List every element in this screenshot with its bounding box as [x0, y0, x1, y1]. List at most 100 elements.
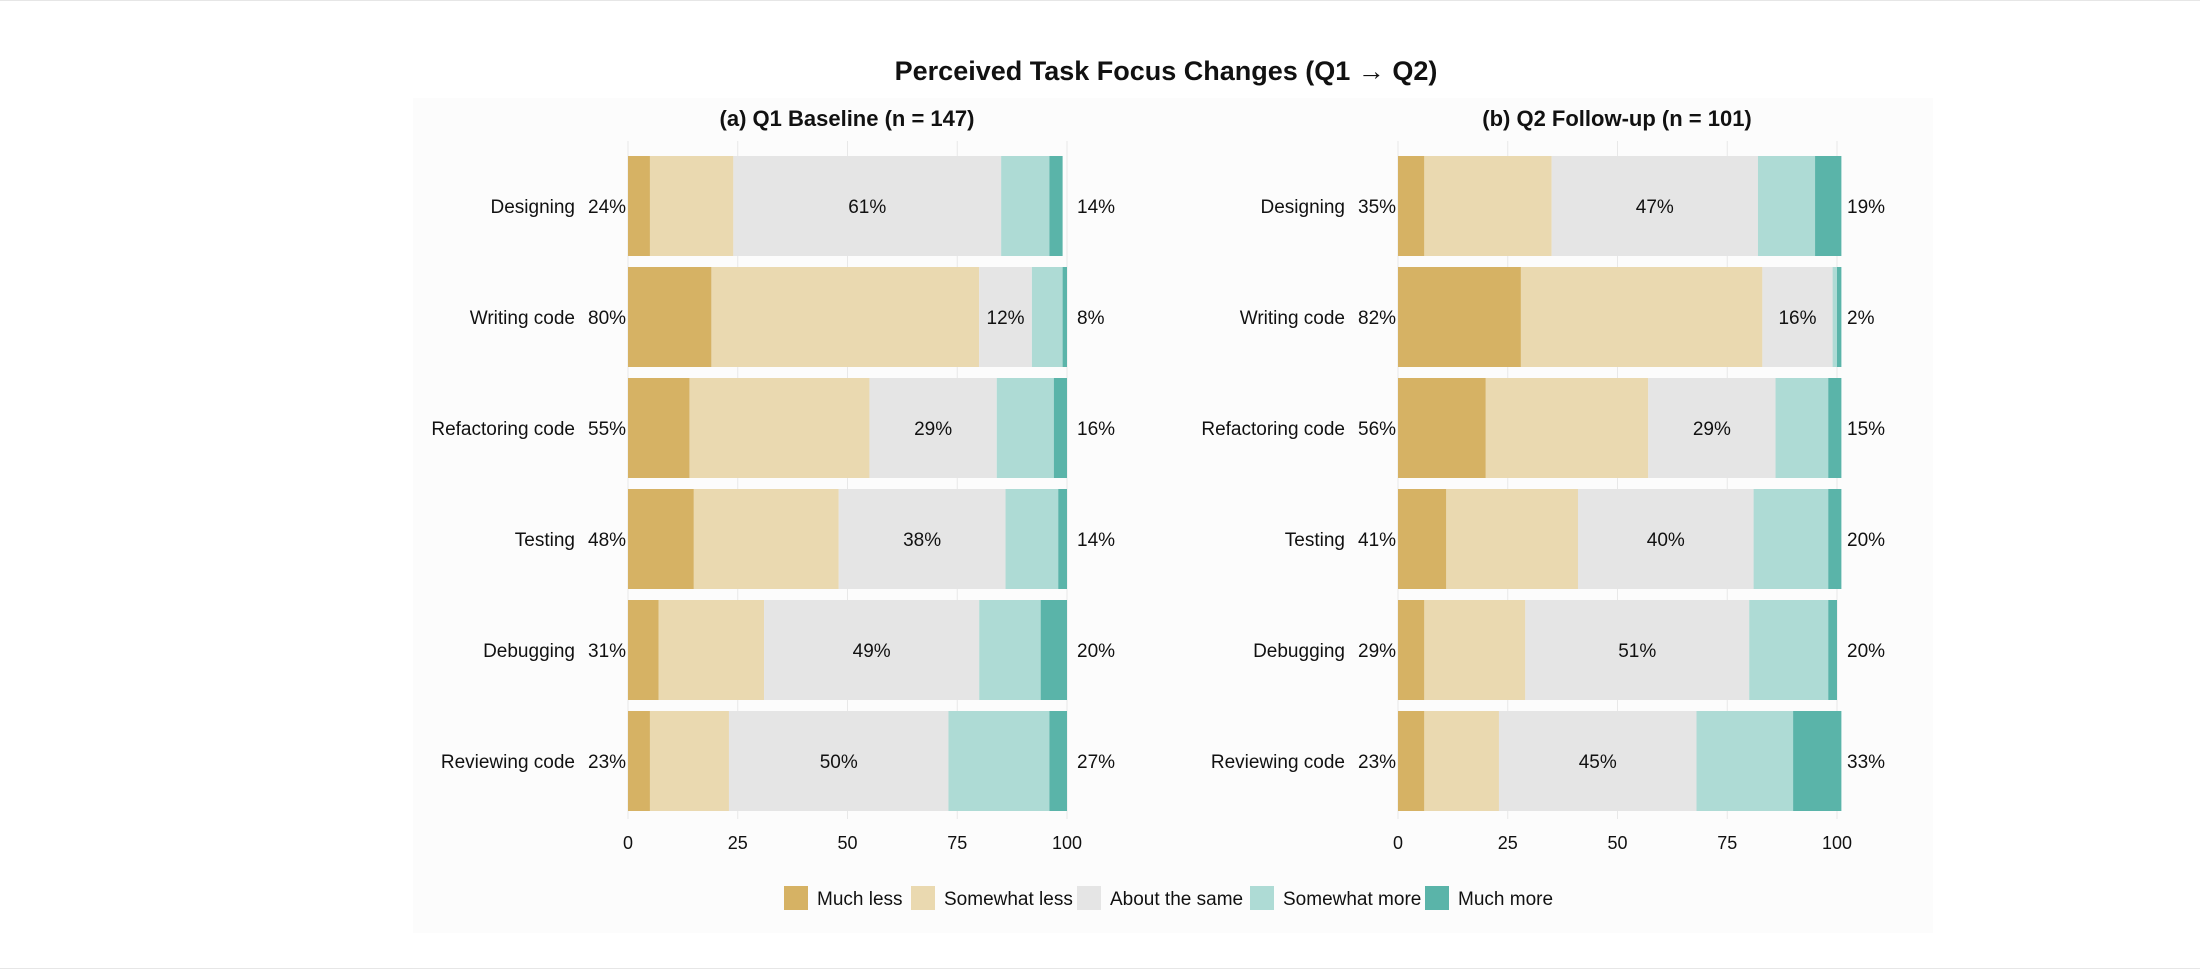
panel-1-less-pct-refactoring-code: 55%	[588, 419, 626, 440]
panel-2-bar-refactoring-code-much-more	[1828, 378, 1842, 478]
panel-1-bar-reviewing-code-somewhat-less	[649, 711, 729, 811]
panel-1-same-pct-reviewing-code: 50%	[820, 752, 858, 773]
panel-1-subtitle: (a) Q1 Baseline (n = 147)	[720, 106, 975, 131]
panel-1-less-pct-reviewing-code: 23%	[588, 752, 626, 773]
panel-2-bar-designing-much-less	[1398, 156, 1425, 256]
panel-2-bar-debugging-much-more	[1828, 600, 1837, 700]
panel-1-bar-debugging-somewhat-more	[979, 600, 1041, 700]
legend-swatch-about-the-same	[1077, 886, 1101, 910]
panel-1-bar-testing-somewhat-less	[693, 489, 839, 589]
panel-2-less-pct-reviewing-code: 23%	[1358, 752, 1396, 773]
panel-2-bar-reviewing-code-much-more	[1793, 711, 1842, 811]
panel-2-less-pct-debugging: 29%	[1358, 641, 1396, 662]
panel-1-tick-label-100: 100	[1052, 833, 1082, 853]
panel-1-bar-refactoring-code-much-less	[628, 378, 690, 478]
legend-label-somewhat-more: Somewhat more	[1283, 889, 1421, 910]
panel-2-bar-refactoring-code-much-less	[1398, 378, 1486, 478]
panel-2-tick-label-0: 0	[1393, 833, 1403, 853]
panel-2-bar-testing-about-the-same	[1577, 489, 1754, 589]
panel-1-more-pct-designing: 14%	[1077, 197, 1115, 218]
panel-2-bar-refactoring-code-about-the-same	[1648, 378, 1776, 478]
panel-1-tick-label-50: 50	[837, 833, 857, 853]
panel-2-bar-testing-much-less	[1398, 489, 1447, 589]
panel-1-same-pct-writing-code: 12%	[987, 308, 1025, 329]
panel-1-less-pct-writing-code: 80%	[588, 308, 626, 329]
panel-2-bar-debugging-somewhat-more	[1749, 600, 1829, 700]
panel-1-bar-designing-somewhat-more	[1001, 156, 1050, 256]
chart-title: Perceived Task Focus Changes (Q1 → Q2)	[895, 56, 1438, 86]
panel-1-bar-reviewing-code-somewhat-more	[948, 711, 1050, 811]
panel-2-bar-debugging-about-the-same	[1525, 600, 1750, 700]
panel-1-bar-refactoring-code-much-more	[1053, 378, 1067, 478]
panel-1-bar-reviewing-code-about-the-same	[728, 711, 949, 811]
panel-2-subtitle: (b) Q2 Follow-up (n = 101)	[1482, 106, 1752, 131]
panel-2-bar-designing-somewhat-less	[1424, 156, 1552, 256]
panel-2-bar-testing-somewhat-less	[1446, 489, 1578, 589]
panel-2-bar-debugging-much-less	[1398, 600, 1425, 700]
panel-1-category-label-writing-code: Writing code	[470, 308, 575, 329]
panel-1-same-pct-testing: 38%	[903, 530, 941, 551]
panel-2-tick-label-25: 25	[1498, 833, 1518, 853]
panel-2-bar-refactoring-code-somewhat-more	[1775, 378, 1829, 478]
legend-label-somewhat-less: Somewhat less	[944, 889, 1073, 910]
panel-1-bar-writing-code-somewhat-more	[1031, 267, 1063, 367]
panel-2-bar-writing-code-much-more	[1837, 267, 1842, 367]
legend-label-about-the-same: About the same	[1110, 889, 1243, 910]
panel-2-bar-reviewing-code-much-less	[1398, 711, 1425, 811]
panel-2-same-pct-testing: 40%	[1647, 530, 1685, 551]
panel-2-bar-designing-somewhat-more	[1757, 156, 1816, 256]
legend-swatch-somewhat-less	[911, 886, 935, 910]
panel-2-bar-reviewing-code-somewhat-less	[1424, 711, 1499, 811]
panel-1-more-pct-reviewing-code: 27%	[1077, 752, 1115, 773]
panel-1-less-pct-debugging: 31%	[588, 641, 626, 662]
panel-1-more-pct-debugging: 20%	[1077, 641, 1115, 662]
panel-2-bar-debugging-somewhat-less	[1424, 600, 1526, 700]
panel-2-same-pct-refactoring-code: 29%	[1693, 419, 1731, 440]
panel-2-less-pct-writing-code: 82%	[1358, 308, 1396, 329]
panel-1-bar-testing-about-the-same	[838, 489, 1006, 589]
panel-1-category-label-designing: Designing	[491, 197, 576, 218]
panel-2-more-pct-reviewing-code: 33%	[1847, 752, 1885, 773]
panel-1-bar-designing-much-less	[628, 156, 650, 256]
panel-1-bar-reviewing-code-much-less	[628, 711, 650, 811]
panel-2-category-label-debugging: Debugging	[1253, 641, 1345, 662]
panel-2-same-pct-debugging: 51%	[1618, 641, 1656, 662]
panel-2-bar-writing-code-much-less	[1398, 267, 1521, 367]
panel-2-category-label-reviewing-code: Reviewing code	[1211, 752, 1345, 773]
panel-1-bar-refactoring-code-somewhat-less	[689, 378, 870, 478]
panel-1-bar-debugging-much-less	[628, 600, 659, 700]
panel-2-bar-reviewing-code-somewhat-more	[1696, 711, 1794, 811]
panel-2-less-pct-testing: 41%	[1358, 530, 1396, 551]
panel-1-bar-writing-code-about-the-same	[979, 267, 1032, 367]
panel-1-more-pct-refactoring-code: 16%	[1077, 419, 1115, 440]
panel-2-bar-refactoring-code-somewhat-less	[1485, 378, 1649, 478]
panel-2-category-label-refactoring-code: Refactoring code	[1201, 419, 1345, 440]
panel-1-category-label-debugging: Debugging	[483, 641, 575, 662]
panel-1-bar-writing-code-much-more	[1062, 267, 1067, 367]
panel-1-less-pct-testing: 48%	[588, 530, 626, 551]
panel-2-more-pct-refactoring-code: 15%	[1847, 419, 1885, 440]
panel-1-bar-designing-about-the-same	[733, 156, 1002, 256]
panel-2-bar-reviewing-code-about-the-same	[1498, 711, 1697, 811]
panel-1-bar-debugging-somewhat-less	[658, 600, 765, 700]
legend-label-much-less: Much less	[817, 889, 903, 910]
panel-2-less-pct-designing: 35%	[1358, 197, 1396, 218]
panel-2-bar-designing-much-more	[1815, 156, 1842, 256]
panel-2-same-pct-designing: 47%	[1636, 197, 1674, 218]
panel-2-more-pct-testing: 20%	[1847, 530, 1885, 551]
panel-2-less-pct-refactoring-code: 56%	[1358, 419, 1396, 440]
panel-1-category-label-refactoring-code: Refactoring code	[431, 419, 575, 440]
panel-1-bar-testing-much-less	[628, 489, 694, 589]
legend-swatch-much-less	[784, 886, 808, 910]
panel-1-tick-label-75: 75	[947, 833, 967, 853]
panel-2-category-label-designing: Designing	[1261, 197, 1346, 218]
panel-2-same-pct-reviewing-code: 45%	[1579, 752, 1617, 773]
panel-1-bar-refactoring-code-somewhat-more	[996, 378, 1054, 478]
panel-1-bar-reviewing-code-much-more	[1049, 711, 1067, 811]
panel-1-same-pct-refactoring-code: 29%	[914, 419, 952, 440]
legend-label-much-more: Much more	[1458, 889, 1553, 910]
panel-2-more-pct-designing: 19%	[1847, 197, 1885, 218]
panel-2-category-label-writing-code: Writing code	[1240, 308, 1345, 329]
panel-1-bar-writing-code-much-less	[628, 267, 712, 367]
